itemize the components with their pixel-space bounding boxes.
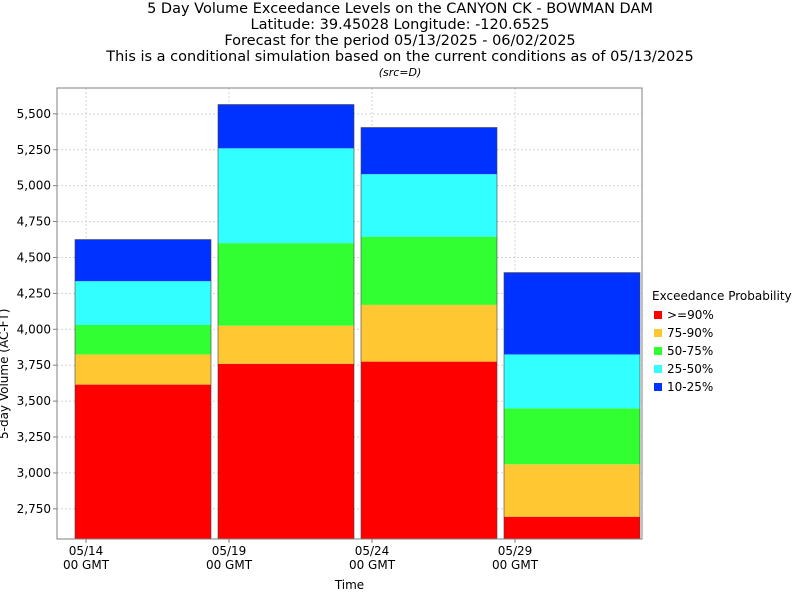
chart-title-block: 5 Day Volume Exceedance Levels on the CA… — [0, 1, 800, 80]
legend-title: Exceedance Probability — [652, 289, 792, 303]
bar-segment — [361, 174, 497, 237]
bar-segment — [218, 104, 354, 149]
y-tick-label: 4,750 — [17, 215, 51, 229]
bar-segment — [361, 236, 497, 305]
bar-segment — [361, 304, 497, 362]
legend-label-p10-25: 10-25% — [667, 380, 714, 394]
y-tick-label: 5,250 — [17, 143, 51, 157]
y-tick-label: 3,500 — [17, 394, 51, 408]
legend-swatch-p90 — [654, 311, 662, 319]
chart-title: 5 Day Volume Exceedance Levels on the CA… — [147, 1, 653, 17]
legend-item-p90: >=90% — [652, 306, 792, 324]
x-tick-sublabel: 00 GMT — [206, 558, 253, 572]
bar-segment — [504, 464, 640, 517]
x-tick-label: 05/14 — [69, 544, 104, 558]
bar-segment — [218, 325, 354, 364]
bar-segment — [75, 354, 211, 385]
legend-item-p50-75: 50-75% — [652, 342, 792, 360]
y-tick-label: 4,500 — [17, 250, 51, 264]
legend-label-p90: >=90% — [667, 308, 714, 322]
y-tick-label: 5,000 — [17, 179, 51, 193]
y-tick-label: 5,500 — [17, 107, 51, 121]
x-tick-sublabel: 00 GMT — [492, 558, 539, 572]
x-tick-sublabel: 00 GMT — [63, 558, 110, 572]
legend: Exceedance Probability >=90% 75-90% 50-7… — [652, 289, 792, 396]
bar-segment — [504, 354, 640, 409]
y-tick-label: 2,750 — [17, 502, 51, 516]
y-tick-label: 3,250 — [17, 430, 51, 444]
bar-segment — [504, 516, 640, 539]
y-axis-label: 5-day Volume (AC-FT) — [0, 308, 11, 439]
y-tick-label: 4,250 — [17, 286, 51, 300]
legend-label-p25-50: 25-50% — [667, 362, 714, 376]
bar-segment — [75, 324, 211, 355]
source-note: (src=D) — [378, 66, 422, 79]
bar-segment — [361, 127, 497, 175]
bar-segment — [218, 148, 354, 244]
legend-swatch-p75-90 — [654, 329, 662, 337]
legend-swatch-p10-25 — [654, 383, 662, 391]
legend-item-p75-90: 75-90% — [652, 324, 792, 342]
y-tick-label: 3,750 — [17, 358, 51, 372]
x-tick-sublabel: 00 GMT — [349, 558, 396, 572]
plot-border — [56, 87, 643, 540]
bar-segment — [218, 363, 354, 539]
bar-segment — [75, 384, 211, 539]
legend-label-p75-90: 75-90% — [667, 326, 714, 340]
x-tick-label: 05/24 — [355, 544, 390, 558]
legend-swatch-p25-50 — [654, 365, 662, 373]
x-tick-label: 05/29 — [498, 544, 533, 558]
bar-segment — [504, 408, 640, 465]
x-axis-label: Time — [334, 578, 365, 592]
forecast-period-line: Forecast for the period 05/13/2025 - 06/… — [224, 33, 576, 49]
bar-segment — [218, 243, 354, 326]
bar-segment — [75, 281, 211, 325]
y-tick-label: 3,000 — [17, 466, 51, 480]
bar-segment — [504, 272, 640, 355]
legend-swatch-p50-75 — [654, 347, 662, 355]
x-tick-label: 05/19 — [212, 544, 247, 558]
legend-item-p10-25: 10-25% — [652, 378, 792, 396]
bar-segment — [75, 239, 211, 282]
legend-label-p50-75: 50-75% — [667, 344, 714, 358]
bar-segment — [361, 361, 497, 539]
location-line: Latitude: 39.45028 Longitude: -120.6525 — [250, 17, 550, 33]
legend-item-p25-50: 25-50% — [652, 360, 792, 378]
simulation-note-line: This is a conditional simulation based o… — [106, 49, 694, 65]
y-tick-label: 4,000 — [17, 322, 51, 336]
